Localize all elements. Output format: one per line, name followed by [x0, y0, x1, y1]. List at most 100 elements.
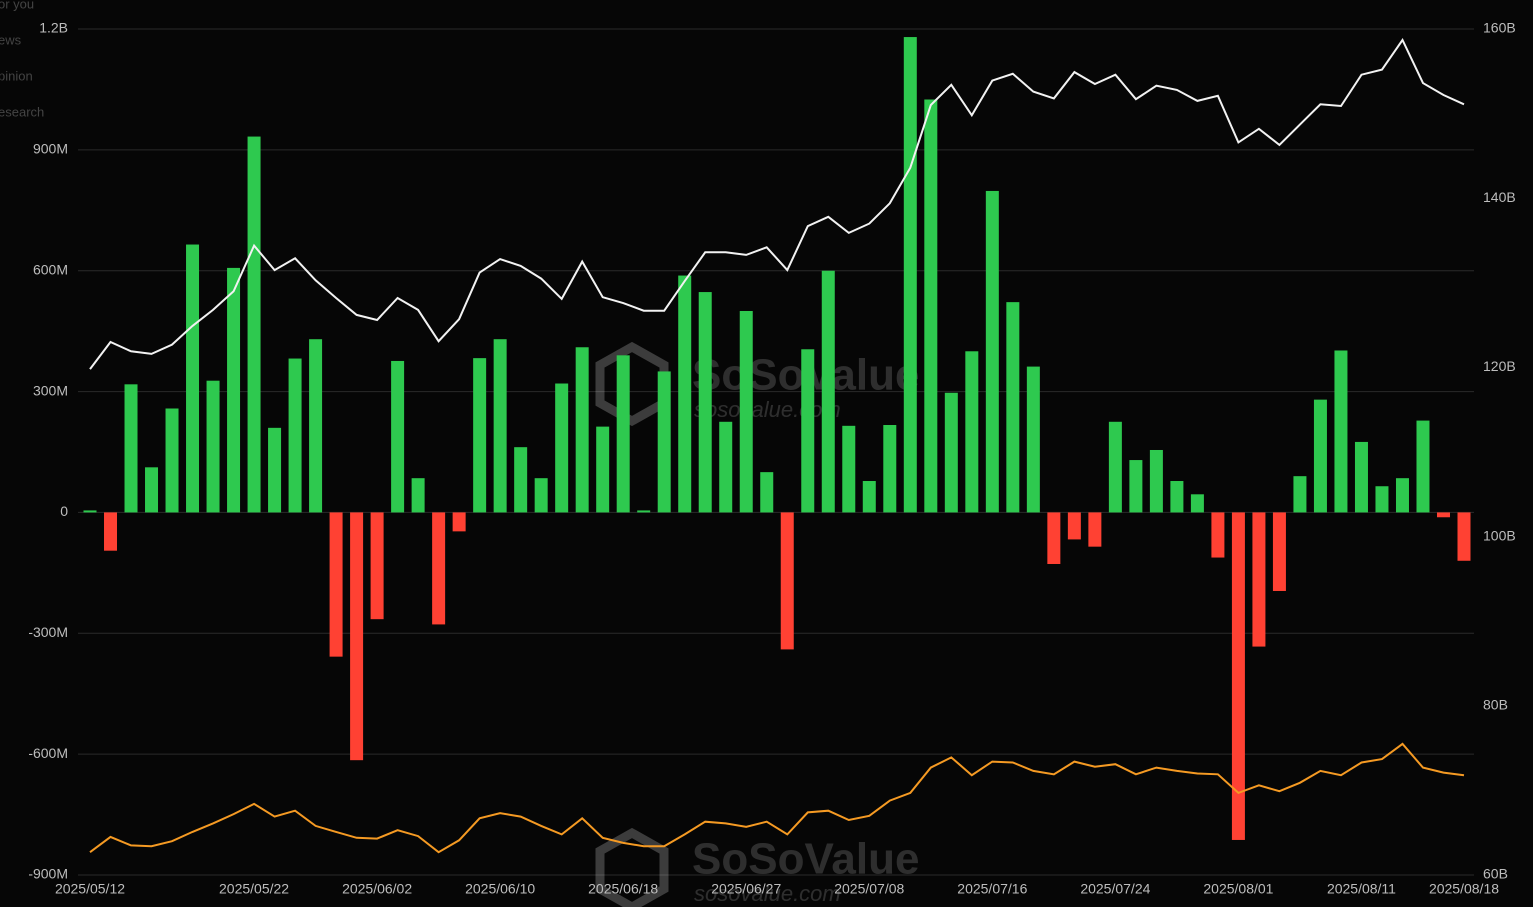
bar — [616, 355, 630, 513]
bar — [1436, 512, 1450, 518]
y-tick-label: -300M — [28, 624, 68, 640]
bar — [493, 339, 507, 513]
bar — [1313, 399, 1327, 513]
bar — [985, 190, 999, 513]
bar — [780, 512, 794, 650]
bar — [698, 292, 712, 513]
y2-tick-label: 140B — [1483, 189, 1516, 205]
bar — [637, 510, 651, 513]
bar — [288, 358, 302, 513]
watermark-text: sosovalue.com — [694, 881, 841, 906]
bar — [678, 275, 692, 513]
bar — [1354, 441, 1368, 513]
bar — [165, 408, 179, 513]
bar — [1272, 512, 1286, 591]
y2-tick-label: 120B — [1483, 358, 1516, 374]
bar — [862, 481, 876, 513]
bar — [1375, 486, 1389, 513]
bar — [452, 512, 466, 532]
bar — [104, 512, 118, 551]
x-tick-label: 2025/07/08 — [834, 881, 904, 897]
bar — [268, 427, 282, 513]
bar — [555, 383, 569, 513]
sidebar-item[interactable]: ews — [0, 32, 22, 47]
bar — [411, 478, 425, 513]
bar — [657, 371, 671, 513]
bar — [1067, 512, 1081, 540]
bar — [432, 512, 446, 625]
x-tick-label: 2025/06/10 — [465, 881, 535, 897]
bar — [1211, 512, 1225, 558]
bar — [1108, 421, 1122, 513]
bar — [227, 267, 241, 513]
bar — [575, 347, 589, 513]
watermark-logo — [595, 827, 669, 907]
bar — [1457, 512, 1471, 561]
bar — [1395, 478, 1409, 513]
bar — [924, 99, 938, 513]
bar — [534, 478, 548, 513]
sidebar-item[interactable]: esearch — [0, 104, 44, 119]
x-tick-label: 2025/07/24 — [1080, 881, 1150, 897]
x-tick-label: 2025/06/27 — [711, 881, 781, 897]
bar — [1129, 460, 1143, 513]
y-tick-label: 600M — [33, 261, 68, 277]
sidebar-item[interactable]: or you — [0, 0, 34, 11]
watermark-text: sosovalue.com — [694, 397, 841, 422]
x-tick-label: 2025/05/12 — [55, 881, 125, 897]
bar — [309, 339, 323, 513]
bar — [329, 512, 343, 657]
bar — [1047, 512, 1061, 564]
bar — [801, 349, 815, 513]
bar — [1170, 481, 1184, 513]
bar — [944, 392, 958, 513]
bar — [370, 512, 384, 620]
x-tick-label: 2025/08/11 — [1327, 881, 1396, 897]
bar — [903, 37, 917, 513]
bar — [1006, 302, 1020, 513]
y-tick-label: -600M — [28, 745, 68, 761]
bar — [514, 447, 528, 513]
bar — [1149, 449, 1163, 513]
y-tick-label: -900M — [28, 866, 68, 882]
bar — [842, 425, 856, 513]
x-tick-label: 2025/07/16 — [957, 881, 1027, 897]
bar — [145, 467, 159, 513]
bar — [206, 380, 220, 513]
bar — [719, 421, 733, 513]
y-tick-label: 1.2B — [39, 20, 68, 36]
bar — [1252, 512, 1266, 647]
line — [89, 38, 1465, 370]
line — [89, 742, 1465, 854]
x-tick-label: 2025/08/01 — [1203, 881, 1273, 897]
bar — [1334, 350, 1348, 513]
sidebar-item[interactable]: pinion — [0, 68, 33, 83]
bar — [124, 384, 138, 513]
y2-tick-label: 160B — [1483, 20, 1516, 36]
bar — [821, 270, 835, 513]
y2-tick-label: 60B — [1483, 866, 1508, 882]
watermark-text: SoSoValue — [692, 835, 919, 884]
watermark — [595, 341, 669, 907]
x-tick-label: 2025/06/18 — [588, 881, 658, 897]
bar — [1026, 366, 1040, 513]
bar — [350, 512, 364, 761]
bar — [1190, 494, 1204, 513]
bar — [739, 311, 753, 513]
y2-tick-label: 80B — [1483, 697, 1508, 713]
bar — [596, 426, 610, 513]
bar — [965, 351, 979, 513]
bar — [1416, 420, 1430, 513]
bar — [1231, 512, 1245, 840]
bar — [883, 425, 897, 513]
bar — [247, 136, 261, 513]
x-tick-label: 2025/06/02 — [342, 881, 412, 897]
bar — [83, 510, 97, 513]
bar — [391, 360, 405, 513]
bar — [186, 244, 200, 513]
bar — [1088, 512, 1102, 547]
x-tick-label: 2025/08/18 — [1429, 881, 1499, 897]
y2-tick-label: 100B — [1483, 527, 1516, 543]
bar — [760, 472, 774, 513]
